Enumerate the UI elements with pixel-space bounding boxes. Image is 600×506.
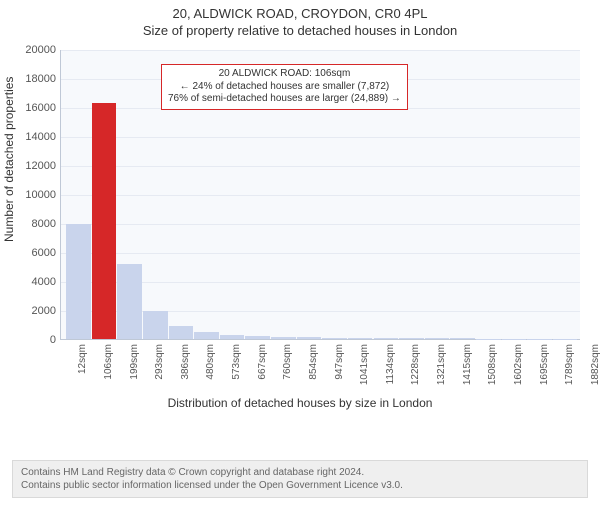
x-tick-label: 1508sqm (487, 344, 498, 404)
bar (169, 326, 194, 339)
y-tick-label: 0 (16, 334, 56, 346)
x-tick-label: 1602sqm (513, 344, 524, 404)
chart-container: Number of detached properties 20 ALDWICK… (0, 42, 600, 422)
x-tick-label: 480sqm (205, 344, 216, 404)
x-tick-label: 1321sqm (436, 344, 447, 404)
x-tick-label: 293sqm (154, 344, 165, 404)
y-tick-label: 20000 (16, 44, 56, 56)
bar (374, 338, 399, 339)
x-tick-label: 760sqm (282, 344, 293, 404)
bar (476, 339, 501, 340)
x-tick-label: 1041sqm (359, 344, 370, 404)
x-axis-label: Distribution of detached houses by size … (0, 396, 600, 410)
x-tick-label: 1134sqm (385, 344, 396, 404)
footer-attribution: Contains HM Land Registry data © Crown c… (12, 460, 588, 498)
bar (66, 224, 91, 339)
x-tick-label: 1882sqm (590, 344, 600, 404)
x-tick-label: 854sqm (308, 344, 319, 404)
y-tick-label: 2000 (16, 305, 56, 317)
y-tick-label: 14000 (16, 131, 56, 143)
y-tick-label: 18000 (16, 73, 56, 85)
x-tick-label: 386sqm (180, 344, 191, 404)
bar (297, 337, 322, 339)
bar (271, 337, 296, 339)
x-tick-label: 1789sqm (564, 344, 575, 404)
bar (322, 338, 347, 339)
x-tick-label: 573sqm (231, 344, 242, 404)
bar (425, 338, 450, 339)
x-tick-label: 106sqm (103, 344, 114, 404)
bar (220, 335, 245, 339)
bar (245, 336, 270, 339)
bar (348, 338, 373, 339)
annotation-line3: 76% of semi-detached houses are larger (… (168, 93, 401, 106)
bar (399, 338, 424, 339)
chart-title-main: 20, ALDWICK ROAD, CROYDON, CR0 4PL (0, 6, 600, 21)
bar (194, 332, 219, 339)
chart-title-sub: Size of property relative to detached ho… (0, 23, 600, 38)
plot-area: 20 ALDWICK ROAD: 106sqm ← 24% of detache… (60, 50, 580, 340)
bar (450, 338, 475, 339)
x-tick-label: 199sqm (129, 344, 140, 404)
x-tick-label: 667sqm (257, 344, 268, 404)
annotation-line1: 20 ALDWICK ROAD: 106sqm (168, 68, 401, 81)
x-tick-label: 12sqm (77, 344, 88, 404)
y-tick-label: 4000 (16, 276, 56, 288)
footer-line2: Contains public sector information licen… (21, 479, 579, 492)
annotation-box: 20 ALDWICK ROAD: 106sqm ← 24% of detache… (161, 64, 408, 110)
y-tick-label: 8000 (16, 218, 56, 230)
bar-highlight (92, 103, 117, 339)
y-tick-label: 16000 (16, 102, 56, 114)
y-tick-label: 10000 (16, 189, 56, 201)
x-tick-label: 947sqm (334, 344, 345, 404)
footer-line1: Contains HM Land Registry data © Crown c… (21, 466, 579, 479)
annotation-line2: ← 24% of detached houses are smaller (7,… (168, 81, 401, 94)
y-tick-label: 12000 (16, 160, 56, 172)
x-tick-label: 1228sqm (410, 344, 421, 404)
x-tick-label: 1695sqm (539, 344, 550, 404)
bar (143, 311, 168, 339)
y-axis-label: Number of detached properties (2, 77, 16, 242)
y-tick-label: 6000 (16, 247, 56, 259)
x-tick-label: 1415sqm (462, 344, 473, 404)
bar (117, 264, 142, 339)
